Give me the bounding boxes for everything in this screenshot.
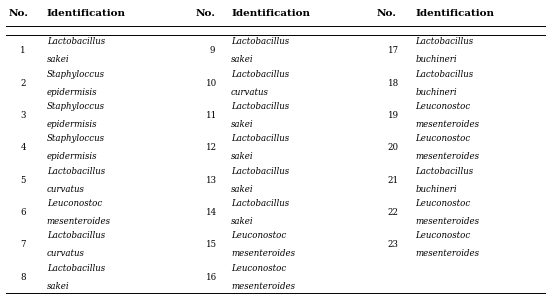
Text: sakei: sakei	[231, 55, 254, 64]
Text: Leuconostoc: Leuconostoc	[231, 231, 286, 240]
Text: 3: 3	[20, 111, 26, 120]
Text: 19: 19	[388, 111, 399, 120]
Text: No.: No.	[8, 9, 28, 18]
Text: Identification: Identification	[415, 9, 494, 18]
Text: mesenteroides: mesenteroides	[415, 152, 479, 161]
Text: Lactobacillus: Lactobacillus	[231, 199, 289, 208]
Text: Lactobacillus: Lactobacillus	[47, 231, 105, 240]
Text: 10: 10	[206, 79, 217, 88]
Text: 8: 8	[20, 273, 26, 282]
Text: mesenteroides: mesenteroides	[415, 217, 479, 226]
Text: Lactobacillus: Lactobacillus	[231, 37, 289, 46]
Text: No.: No.	[377, 9, 397, 18]
Text: Leuconostoc: Leuconostoc	[415, 231, 470, 240]
Text: 13: 13	[206, 176, 217, 185]
Text: Lactobacillus: Lactobacillus	[231, 134, 289, 143]
Text: 11: 11	[206, 111, 217, 120]
Text: mesenteroides: mesenteroides	[415, 250, 479, 259]
Text: buchineri: buchineri	[415, 88, 457, 97]
Text: Leuconostoc: Leuconostoc	[415, 134, 470, 143]
Text: mesenteroides: mesenteroides	[231, 250, 295, 259]
Text: Staphyloccus: Staphyloccus	[47, 102, 104, 111]
Text: 17: 17	[388, 46, 399, 55]
Text: 22: 22	[388, 208, 399, 217]
Text: mesenteroides: mesenteroides	[231, 282, 295, 291]
Text: epidermisis: epidermisis	[47, 88, 97, 97]
Text: Lactobacillus: Lactobacillus	[47, 37, 105, 46]
Text: 16: 16	[206, 273, 217, 282]
Text: epidermisis: epidermisis	[47, 120, 97, 129]
Text: mesenteroides: mesenteroides	[47, 217, 111, 226]
Text: 2: 2	[20, 79, 26, 88]
Text: 15: 15	[206, 240, 217, 250]
Text: Lactobacillus: Lactobacillus	[47, 264, 105, 273]
Text: Identification: Identification	[47, 9, 126, 18]
Text: Lactobacillus: Lactobacillus	[415, 167, 474, 176]
Text: Staphyloccus: Staphyloccus	[47, 70, 104, 79]
Text: curvatus: curvatus	[231, 88, 269, 97]
Text: Lactobacillus: Lactobacillus	[231, 70, 289, 79]
Text: 12: 12	[206, 143, 217, 152]
Text: 18: 18	[388, 79, 399, 88]
Text: Lactobacillus: Lactobacillus	[415, 70, 474, 79]
Text: epidermisis: epidermisis	[47, 152, 97, 161]
Text: No.: No.	[195, 9, 215, 18]
Text: 4: 4	[20, 143, 26, 152]
Text: 5: 5	[20, 176, 26, 185]
Text: Lactobacillus: Lactobacillus	[231, 167, 289, 176]
Text: Lactobacillus: Lactobacillus	[231, 102, 289, 111]
Text: Lactobacillus: Lactobacillus	[415, 37, 474, 46]
Text: sakei: sakei	[231, 217, 254, 226]
Text: 23: 23	[388, 240, 399, 250]
Text: sakei: sakei	[47, 282, 69, 291]
Text: 9: 9	[209, 46, 214, 55]
Text: Leuconostoc: Leuconostoc	[231, 264, 286, 273]
Text: 6: 6	[20, 208, 26, 217]
Text: mesenteroides: mesenteroides	[415, 120, 479, 129]
Text: Leuconostoc: Leuconostoc	[415, 102, 470, 111]
Text: buchineri: buchineri	[415, 55, 457, 64]
Text: 21: 21	[388, 176, 399, 185]
Text: sakei: sakei	[47, 55, 69, 64]
Text: Identification: Identification	[231, 9, 310, 18]
Text: sakei: sakei	[231, 185, 254, 194]
Text: 20: 20	[388, 143, 399, 152]
Text: sakei: sakei	[231, 120, 254, 129]
Text: sakei: sakei	[231, 152, 254, 161]
Text: curvatus: curvatus	[47, 250, 85, 259]
Text: Staphyloccus: Staphyloccus	[47, 134, 104, 143]
Text: buchineri: buchineri	[415, 185, 457, 194]
Text: 7: 7	[20, 240, 26, 250]
Text: Leuconostoc: Leuconostoc	[47, 199, 102, 208]
Text: curvatus: curvatus	[47, 185, 85, 194]
Text: Lactobacillus: Lactobacillus	[47, 167, 105, 176]
Text: 14: 14	[206, 208, 217, 217]
Text: 1: 1	[20, 46, 26, 55]
Text: Leuconostoc: Leuconostoc	[415, 199, 470, 208]
